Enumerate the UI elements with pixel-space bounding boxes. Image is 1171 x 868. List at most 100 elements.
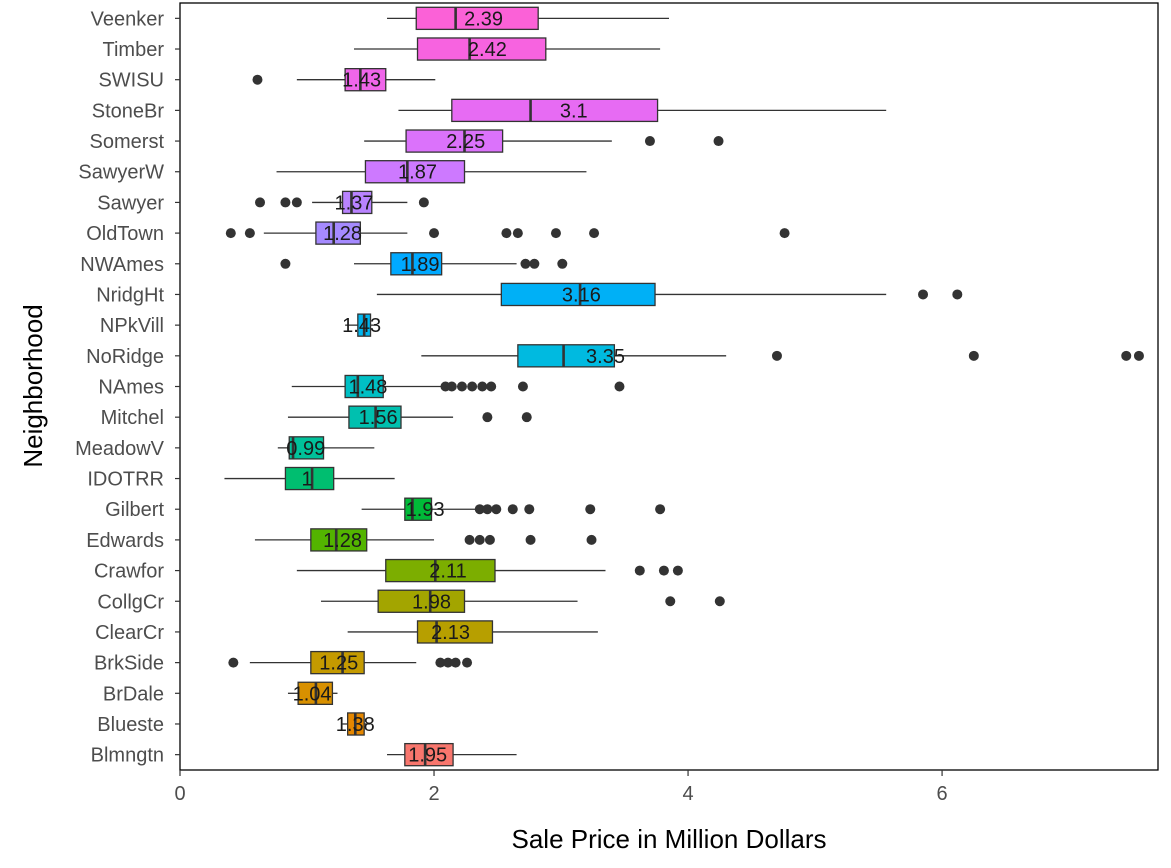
outlier-point	[655, 504, 666, 515]
outlier-point	[228, 657, 239, 668]
outlier-point	[520, 258, 531, 269]
outlier-point	[255, 197, 266, 208]
median-label: 1.95	[408, 745, 447, 767]
category-label: OldTown	[86, 223, 164, 245]
outlier-point	[462, 657, 473, 668]
iqr-box	[341, 190, 373, 215]
outlier-point	[291, 197, 302, 208]
outlier-point	[486, 381, 497, 392]
outlier-point	[771, 350, 782, 361]
box-BrkSide: 1.25	[228, 650, 473, 675]
plot-area: 2.39 2.42 1.43 3.1 2.25 1.87 1.37 1.28 1.89 3.16 1…	[224, 6, 1144, 767]
median-label: 1.56	[359, 407, 398, 429]
iqr-box	[415, 6, 539, 31]
iqr-box	[405, 129, 504, 153]
outlier-point	[450, 657, 461, 668]
category-label: IDOTRR	[87, 469, 164, 491]
category-label: Timber	[103, 39, 165, 61]
iqr-box	[284, 466, 335, 491]
iqr-box	[451, 98, 659, 123]
box-IDOTRR: 1	[224, 466, 395, 491]
iqr-box	[344, 374, 384, 399]
median-label: 1.87	[398, 162, 437, 184]
outlier-point	[517, 381, 528, 392]
category-label: Gilbert	[105, 499, 164, 521]
median-label: 1.93	[406, 499, 445, 521]
outlier-point	[644, 136, 655, 147]
box-OldTown: 1.28	[225, 221, 790, 245]
iqr-box	[344, 68, 387, 92]
outlier-point	[585, 504, 596, 515]
box-SWISU: 1.43	[252, 68, 436, 92]
x-tick-label: 2	[428, 783, 439, 805]
median-label: 1.25	[319, 653, 358, 675]
category-label: NoRidge	[86, 346, 164, 368]
outlier-point	[521, 412, 532, 423]
median-label: 1.37	[335, 192, 374, 214]
box-CollgCr: 1.98	[320, 589, 725, 613]
median-label: 1.28	[323, 530, 362, 552]
outlier-point	[779, 228, 790, 239]
x-axis-title: Sale Price in Million Dollars	[512, 824, 827, 854]
outlier-point	[1121, 350, 1132, 361]
category-label: StoneBr	[92, 100, 165, 122]
median-label: 2.39	[464, 8, 503, 30]
box-NPkVill: 1.43	[342, 313, 381, 337]
category-label: Somerst	[90, 131, 165, 153]
outlier-point	[244, 228, 255, 239]
outlier-point	[713, 136, 724, 147]
x-tick-label: 4	[682, 783, 693, 805]
outlier-point	[280, 197, 291, 208]
outlier-point	[501, 228, 512, 239]
outlier-point	[1133, 350, 1144, 361]
outlier-point	[442, 657, 453, 668]
box-Crawfor: 2.11	[296, 558, 683, 583]
median-label: 1.98	[412, 591, 451, 613]
category-label: SawyerW	[78, 162, 164, 184]
median-label: 1.48	[349, 377, 388, 399]
category-label: Blmngtn	[91, 745, 164, 767]
outlier-point	[525, 534, 536, 545]
iqr-box	[517, 344, 616, 368]
median-label: 1	[301, 469, 312, 491]
outlier-point	[280, 258, 291, 269]
outlier-point	[918, 289, 929, 300]
outlier-point	[550, 228, 561, 239]
box-NridgHt: 3.16	[376, 282, 963, 306]
category-label: Crawfor	[94, 561, 164, 583]
outlier-point	[507, 504, 518, 515]
box-Edwards: 1.28	[254, 528, 597, 552]
iqr-box	[310, 528, 368, 552]
outlier-point	[484, 534, 495, 545]
outlier-point	[252, 74, 263, 85]
outlier-point	[968, 350, 979, 361]
median-label: 1.38	[336, 714, 375, 736]
box-NoRidge: 3.35	[421, 344, 1144, 368]
outlier-point	[225, 228, 236, 239]
outlier-point	[672, 565, 683, 576]
category-label: Sawyer	[97, 192, 164, 214]
category-label: BrkSide	[94, 653, 164, 675]
category-label: Edwards	[86, 530, 164, 552]
outlier-point	[474, 534, 485, 545]
box-Somerst: 2.25	[364, 129, 724, 153]
outlier-point	[589, 228, 600, 239]
iqr-box	[385, 558, 496, 583]
x-tick-label: 0	[174, 783, 185, 805]
outlier-point	[714, 596, 725, 607]
category-label: NridgHt	[96, 284, 164, 306]
category-label: SWISU	[98, 70, 164, 92]
median-label: 2.25	[446, 131, 485, 153]
box-NAmes: 1.48	[291, 374, 625, 399]
outlier-point	[512, 228, 523, 239]
y-axis-title: Neighborhood	[18, 304, 48, 467]
outlier-point	[477, 381, 488, 392]
outlier-point	[429, 228, 440, 239]
box-NWAmes: 1.89	[280, 252, 568, 276]
category-label: CollgCr	[97, 591, 164, 613]
outlier-point	[482, 504, 493, 515]
median-label: 3.1	[560, 100, 588, 122]
axes: Veenker Timber SWISU StoneBr Somerst SawyerW S…	[75, 8, 948, 805]
outlier-point	[464, 534, 475, 545]
category-label: Blueste	[97, 714, 164, 736]
